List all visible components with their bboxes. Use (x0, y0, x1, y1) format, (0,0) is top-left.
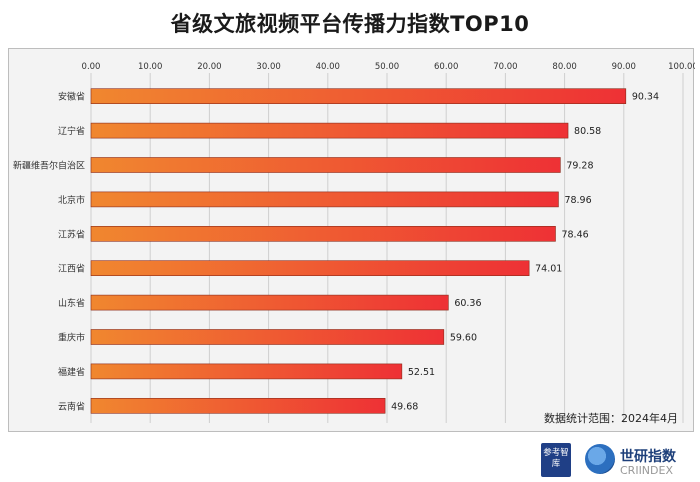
footer: 参考智库 世研指数 CRIINDEX (0, 440, 700, 482)
x-tick-label: 0.00 (82, 62, 101, 72)
value-label: 49.68 (391, 401, 418, 412)
bar (90, 294, 449, 311)
value-label: 74.01 (535, 264, 562, 275)
x-tick-label: 70.00 (493, 62, 517, 72)
logo-subtext: CRIINDEX (620, 464, 673, 477)
bar (90, 122, 569, 139)
bar (90, 88, 627, 105)
bar (90, 157, 561, 173)
x-tick-label: 100.00 (668, 62, 695, 72)
chart-frame: 0.00 10.00 20.00 30.00 40.00 50.00 60.00 70.00 8… (8, 48, 695, 432)
category-label: 新疆维吾尔自治区 (13, 160, 85, 172)
value-label: 59.60 (450, 333, 477, 344)
think-tank-badge: 参考智库 (541, 443, 571, 477)
value-label: 52.51 (408, 367, 435, 378)
bar (90, 191, 559, 208)
x-tick-label: 10.00 (138, 62, 162, 72)
category-label: 江苏省 (58, 228, 85, 240)
category-label: 北京市 (58, 194, 85, 206)
category-label: 重庆市 (58, 332, 85, 344)
x-axis-ticks: 0.00 10.00 20.00 30.00 40.00 50.00 60.00 70.00 8… (82, 62, 695, 72)
bar (90, 260, 530, 276)
chart-title: 省级文旅视频平台传播力指数TOP10 (170, 12, 530, 36)
value-label: 78.46 (561, 229, 588, 240)
bar (90, 226, 556, 242)
category-label: 辽宁省 (58, 125, 85, 137)
value-label: 80.58 (574, 126, 601, 137)
x-tick-label: 40.00 (316, 62, 340, 72)
category-label: 山东省 (58, 297, 85, 309)
bar (90, 329, 445, 345)
bar-chart: 0.00 10.00 20.00 30.00 40.00 50.00 60.00 70.00 8… (13, 62, 695, 423)
value-label: 78.96 (564, 195, 591, 206)
x-tick-label: 90.00 (612, 62, 636, 72)
logo-text: 世研指数 (620, 449, 676, 465)
category-label: 云南省 (58, 400, 85, 412)
globe-logo-icon (585, 444, 615, 474)
category-label: 江西省 (58, 263, 85, 275)
x-tick-label: 30.00 (256, 62, 280, 72)
x-tick-label: 50.00 (375, 62, 399, 72)
x-tick-label: 60.00 (434, 62, 458, 72)
category-label: 福建省 (58, 366, 85, 378)
x-tick-label: 80.00 (552, 62, 576, 72)
category-label: 安徽省 (58, 91, 85, 103)
bar (90, 363, 403, 380)
value-label: 90.34 (632, 92, 659, 103)
value-label: 79.28 (566, 161, 593, 172)
bars (90, 88, 627, 414)
data-range-note: 数据统计范围：2024年4月 (544, 412, 678, 425)
value-label: 60.36 (454, 298, 481, 309)
x-tick-label: 20.00 (197, 62, 221, 72)
value-labels: 90.34 80.58 79.28 78.96 78.46 74.01 60.36 59.60… (391, 92, 659, 413)
bar (90, 397, 386, 414)
